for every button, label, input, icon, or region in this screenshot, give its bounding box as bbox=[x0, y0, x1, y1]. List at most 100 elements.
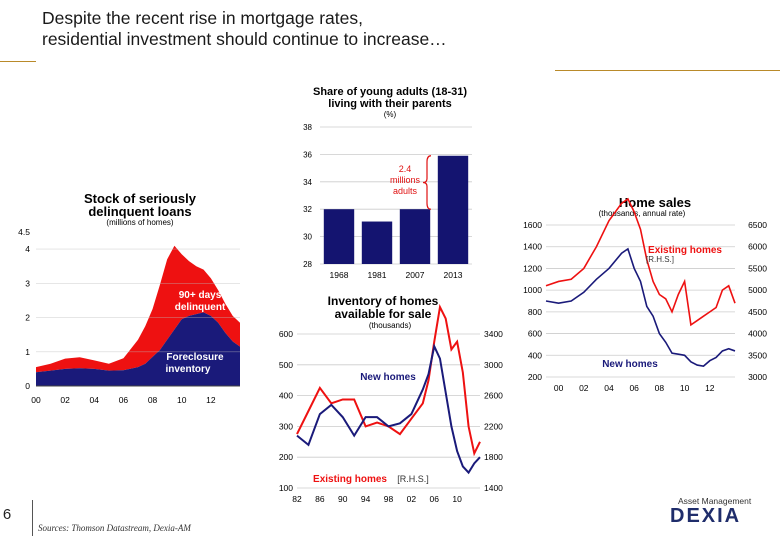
young-adults-y-tick-labels: 28 30 32 34 36 38 bbox=[303, 123, 312, 269]
inventory-chart: Inventory of homes available for sale (t… bbox=[279, 294, 503, 504]
inventory-y-right-tick-5: 3400 bbox=[484, 329, 503, 339]
title-accent-rule bbox=[0, 61, 36, 62]
home-sales-y-right-tick-1: 3500 bbox=[748, 350, 767, 360]
home-sales-x-tick-0: 00 bbox=[554, 383, 564, 393]
home-sales-x-tick-6: 12 bbox=[705, 383, 715, 393]
label-foreclosure-line2: inventory bbox=[165, 364, 210, 375]
inventory-x-tick-3: 94 bbox=[361, 494, 371, 504]
header-accent-rule bbox=[555, 70, 780, 71]
home-sales-y-right-tick-7: 6500 bbox=[748, 220, 767, 230]
delinquent-y-tick-4: 4 bbox=[25, 244, 30, 254]
delinquent-y-tick-5: 4.5 bbox=[18, 227, 30, 237]
label-foreclosure-line1: Foreclosure bbox=[166, 352, 224, 363]
home-sales-y-tick-labels: 200 400 600 800 1000 1200 1400 1600 3000 3500 4000… bbox=[523, 220, 767, 382]
inventory-title-line1: Inventory of homes bbox=[328, 294, 439, 308]
home-sales-chart: Home sales (thousands, annual rate) 200 4… bbox=[523, 195, 767, 393]
inventory-existing-homes-label: Existing homes bbox=[313, 474, 387, 485]
home-sales-x-tick-1: 02 bbox=[579, 383, 589, 393]
footer-divider bbox=[32, 500, 33, 536]
home-sales-y-right-tick-4: 5000 bbox=[748, 285, 767, 295]
young-adults-x-tick-1968: 1968 bbox=[330, 270, 349, 280]
inventory-y-left-tick-2: 300 bbox=[279, 421, 293, 431]
inventory-y-right-tick-4: 3000 bbox=[484, 360, 503, 370]
delinquent-x-tick-labels: 00 02 04 06 08 10 12 bbox=[31, 395, 216, 405]
home-sales-y-left-tick-0: 200 bbox=[528, 372, 542, 382]
inventory-y-right-tick-1: 1800 bbox=[484, 452, 503, 462]
inventory-existing-rhs-label: [R.H.S.] bbox=[397, 474, 429, 484]
home-sales-x-tick-2: 04 bbox=[604, 383, 614, 393]
delinquent-x-tick-02: 02 bbox=[60, 395, 70, 405]
young-adults-y-tick-4: 36 bbox=[303, 150, 312, 159]
slide-title-line2: residential investment should continue t… bbox=[42, 29, 447, 49]
young-adults-x-tick-2007: 2007 bbox=[406, 270, 425, 280]
inventory-y-left-tick-5: 600 bbox=[279, 329, 293, 339]
home-sales-y-left-tick-3: 800 bbox=[528, 307, 542, 317]
inventory-x-tick-6: 06 bbox=[430, 494, 440, 504]
inventory-x-tick-5: 02 bbox=[407, 494, 417, 504]
home-sales-y-right-tick-6: 6000 bbox=[748, 242, 767, 252]
young-adults-bar-2013 bbox=[437, 155, 469, 264]
delinquent-x-tick-06: 06 bbox=[119, 395, 129, 405]
area-foreclosure-inventory bbox=[36, 312, 240, 386]
inventory-y-left-tick-1: 200 bbox=[279, 452, 293, 462]
delinquent-y-tick-0: 0 bbox=[25, 381, 30, 391]
line-existing-homes-inventory bbox=[296, 303, 481, 457]
home-sales-y-left-tick-4: 1000 bbox=[523, 285, 542, 295]
page-number: 6 bbox=[2, 506, 12, 523]
young-adults-title-line1: Share of young adults (18-31) bbox=[313, 86, 467, 98]
dexia-logo: Asset Management DEXIA bbox=[660, 496, 770, 536]
delinquent-x-tick-08: 08 bbox=[148, 395, 158, 405]
young-adults-y-tick-1: 30 bbox=[303, 233, 312, 242]
young-adults-brace bbox=[422, 155, 432, 210]
young-adults-chart: Share of young adults (18-31) living wit… bbox=[303, 86, 472, 280]
inventory-x-tick-1: 86 bbox=[315, 494, 325, 504]
inventory-y-right-tick-3: 2600 bbox=[484, 391, 503, 401]
young-adults-y-tick-0: 28 bbox=[303, 260, 312, 269]
young-adults-bars bbox=[323, 155, 469, 264]
delinquent-title-line2: delinquent loans bbox=[88, 204, 191, 219]
home-sales-x-tick-3: 06 bbox=[629, 383, 639, 393]
young-adults-subtitle: (%) bbox=[384, 110, 397, 119]
logo-name: DEXIA bbox=[670, 505, 742, 527]
slide-title-line1: Despite the recent rise in mortgage rate… bbox=[42, 8, 363, 28]
inventory-new-homes-label: New homes bbox=[360, 372, 416, 383]
young-adults-bar-1981 bbox=[361, 221, 393, 264]
young-adults-y-tick-3: 34 bbox=[303, 178, 312, 187]
line-existing-home-sales bbox=[545, 197, 736, 327]
home-sales-existing-rhs-label: [R.H.S.] bbox=[646, 255, 674, 264]
inventory-y-right-tick-2: 2200 bbox=[484, 421, 503, 431]
delinquent-y-tick-labels: 0 1 2 3 4 4.5 bbox=[18, 227, 30, 391]
delinquent-y-tick-3: 3 bbox=[25, 278, 30, 288]
slide-title: Despite the recent rise in mortgage rate… bbox=[42, 8, 642, 50]
inventory-x-tick-2: 90 bbox=[338, 494, 348, 504]
delinquent-gridlines bbox=[36, 248, 240, 353]
home-sales-y-left-tick-2: 600 bbox=[528, 329, 542, 339]
inventory-title-line2: available for sale bbox=[335, 307, 432, 321]
delinquent-y-tick-2: 2 bbox=[25, 313, 30, 323]
delinquent-x-tick-12: 12 bbox=[206, 395, 216, 405]
young-adults-y-tick-2: 32 bbox=[303, 205, 312, 214]
home-sales-x-tick-labels: 00 02 04 06 08 10 12 bbox=[554, 383, 715, 393]
inventory-y-right-tick-0: 1400 bbox=[484, 483, 503, 493]
home-sales-y-right-tick-3: 4500 bbox=[748, 307, 767, 317]
young-adults-annotation-line1: 2.4 bbox=[399, 164, 412, 174]
inventory-subtitle: (thousands) bbox=[369, 321, 412, 330]
inventory-y-left-tick-0: 100 bbox=[279, 483, 293, 493]
home-sales-new-homes-label: New homes bbox=[602, 359, 658, 370]
home-sales-y-left-tick-1: 400 bbox=[528, 350, 542, 360]
sources-note: Sources: Thomson Datastream, Dexia-AM bbox=[38, 523, 191, 533]
home-sales-existing-label: Existing homes bbox=[648, 245, 722, 256]
home-sales-y-right-tick-5: 5500 bbox=[748, 263, 767, 273]
young-adults-y-tick-5: 38 bbox=[303, 123, 312, 132]
line-new-home-sales bbox=[545, 247, 736, 367]
inventory-x-tick-7: 10 bbox=[452, 494, 462, 504]
home-sales-subtitle: (thousands, annual rate) bbox=[599, 209, 686, 218]
area-90-days-delinquent bbox=[36, 245, 240, 373]
home-sales-x-tick-5: 10 bbox=[680, 383, 690, 393]
home-sales-y-right-tick-0: 3000 bbox=[748, 372, 767, 382]
young-adults-bar-1968 bbox=[323, 209, 355, 264]
label-90-days-line2: delinquent bbox=[175, 302, 226, 313]
young-adults-annotation-line2: millions bbox=[390, 175, 421, 185]
young-adults-bar-2007 bbox=[399, 209, 431, 264]
young-adults-title-line2: living with their parents bbox=[328, 98, 451, 110]
